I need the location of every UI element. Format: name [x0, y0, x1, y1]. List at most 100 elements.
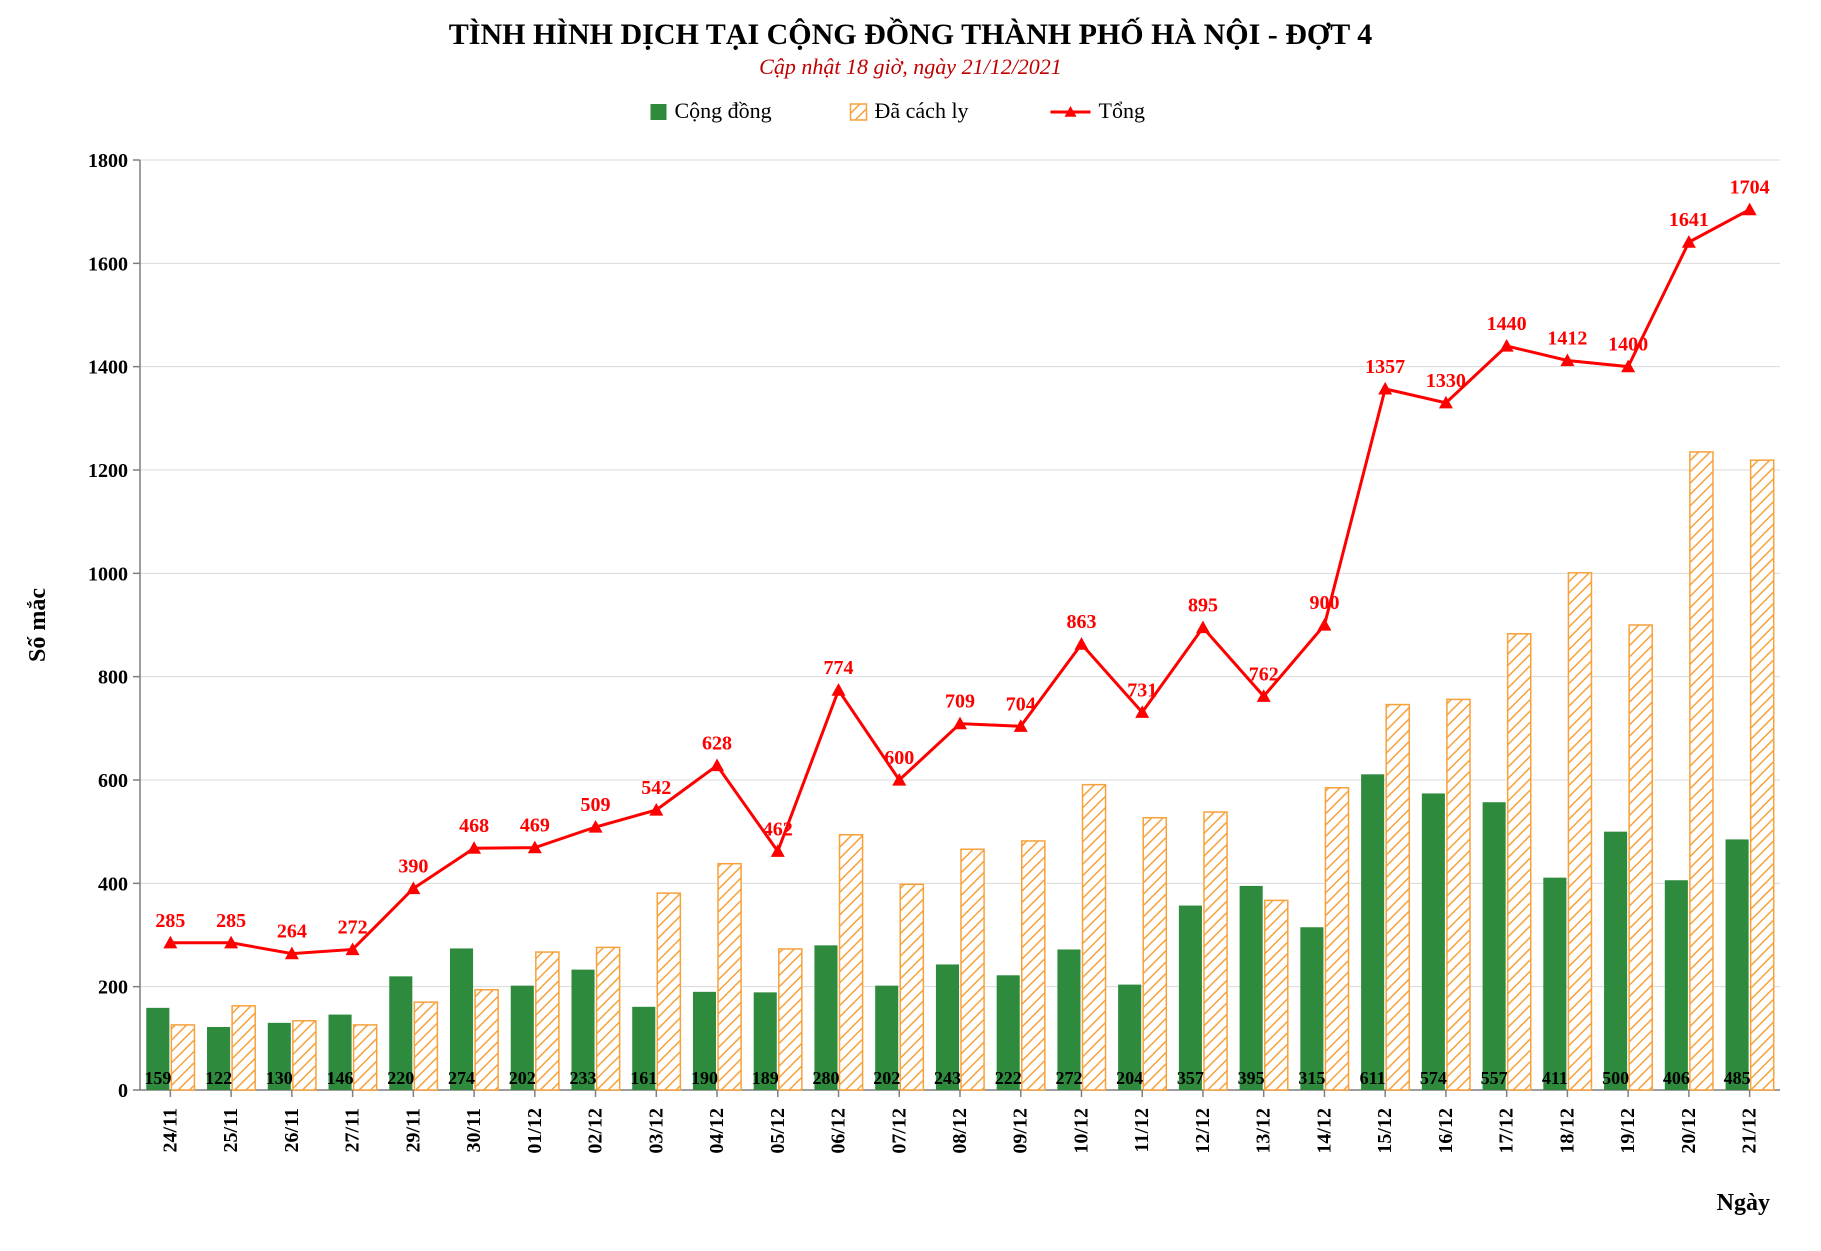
bar-dacachly: [597, 947, 620, 1090]
bar-dacachly: [414, 1002, 437, 1090]
x-tick-label: 10/12: [1070, 1108, 1092, 1154]
datalabel-tong: 1330: [1426, 370, 1466, 392]
bar-dacachly: [840, 835, 863, 1090]
bar-dacachly: [1265, 900, 1288, 1090]
bar-dacachly: [1751, 460, 1774, 1090]
datalabel-congdong: 189: [752, 1068, 779, 1088]
bar-dacachly: [1204, 812, 1227, 1090]
datalabel-congdong: 220: [387, 1068, 414, 1088]
datalabel-congdong: 611: [1360, 1068, 1386, 1088]
bar-dacachly: [354, 1025, 377, 1090]
chart-subtitle: Cập nhật 18 giờ, ngày 21/12/2021: [759, 54, 1062, 79]
bar-dacachly: [1022, 841, 1045, 1090]
x-tick-label: 30/11: [463, 1108, 485, 1152]
datalabel-congdong: 243: [934, 1068, 961, 1088]
datalabel-tong: 1400: [1608, 334, 1648, 356]
legend-label-tong: Tổng: [1099, 98, 1145, 123]
x-tick-label: 11/12: [1131, 1108, 1153, 1152]
datalabel-congdong: 485: [1724, 1068, 1751, 1088]
marker-tong: [1196, 621, 1210, 634]
x-tick-label: 01/12: [524, 1108, 546, 1154]
y-tick-label: 200: [98, 977, 128, 999]
bar-congdong: [1240, 886, 1263, 1090]
marker-tong: [1378, 382, 1392, 395]
bar-congdong: [1422, 793, 1445, 1090]
x-tick-label: 14/12: [1313, 1108, 1335, 1154]
y-tick-label: 600: [98, 770, 128, 792]
datalabel-congdong: 411: [1542, 1068, 1568, 1088]
x-tick-label: 18/12: [1556, 1108, 1578, 1154]
datalabel-congdong: 146: [327, 1068, 354, 1088]
datalabel-congdong: 122: [205, 1068, 232, 1088]
datalabel-congdong: 190: [691, 1068, 718, 1088]
marker-tong: [710, 759, 724, 772]
legend-swatch-dacachly: [851, 104, 867, 120]
y-tick-label: 800: [98, 667, 128, 689]
x-tick-label: 16/12: [1435, 1108, 1457, 1154]
datalabel-tong: 390: [398, 856, 428, 878]
bar-dacachly: [1325, 788, 1348, 1090]
datalabel-congdong: 315: [1298, 1068, 1325, 1088]
y-tick-label: 0: [118, 1080, 128, 1102]
datalabel-congdong: 233: [570, 1068, 597, 1088]
legend-label-dacachly: Đã cách ly: [875, 98, 969, 123]
datalabel-tong: 1440: [1487, 313, 1527, 335]
datalabel-tong: 264: [277, 921, 307, 943]
datalabel-tong: 1704: [1730, 177, 1770, 199]
legend-label-congdong: Cộng đồng: [675, 98, 772, 123]
x-tick-label: 02/12: [585, 1108, 607, 1154]
bar-congdong: [1300, 927, 1323, 1090]
bar-congdong: [1726, 839, 1749, 1090]
datalabel-tong: 1641: [1669, 209, 1709, 231]
marker-tong: [1500, 339, 1514, 352]
datalabel-congdong: 161: [630, 1068, 657, 1088]
x-tick-label: 12/12: [1192, 1108, 1214, 1154]
marker-tong: [1743, 203, 1757, 216]
datalabel-tong: 509: [581, 794, 611, 816]
marker-tong: [1317, 618, 1331, 631]
x-tick-label: 15/12: [1374, 1108, 1396, 1154]
datalabel-congdong: 395: [1238, 1068, 1265, 1088]
x-axis-label: Ngày: [1717, 1190, 1770, 1216]
datalabel-congdong: 557: [1481, 1068, 1508, 1088]
x-tick-label: 19/12: [1617, 1108, 1639, 1154]
y-tick-label: 1400: [88, 357, 128, 379]
datalabel-congdong: 357: [1177, 1068, 1204, 1088]
x-tick-label: 27/11: [342, 1108, 364, 1152]
bar-congdong: [1604, 832, 1627, 1090]
datalabel-tong: 468: [459, 815, 489, 837]
datalabel-tong: 285: [155, 910, 185, 932]
bar-congdong: [1665, 880, 1688, 1090]
datalabel-congdong: 202: [873, 1068, 900, 1088]
datalabel-tong: 285: [216, 910, 246, 932]
datalabel-tong: 542: [641, 777, 671, 799]
datalabel-congdong: 222: [995, 1068, 1022, 1088]
marker-tong: [1682, 235, 1696, 248]
datalabel-tong: 895: [1188, 595, 1218, 617]
datalabel-tong: 731: [1127, 679, 1157, 701]
bar-dacachly: [961, 849, 984, 1090]
bar-dacachly: [536, 952, 559, 1090]
x-tick-label: 21/12: [1739, 1108, 1761, 1154]
datalabel-congdong: 130: [266, 1068, 293, 1088]
datalabel-tong: 272: [338, 916, 368, 938]
legend-swatch-congdong: [651, 104, 667, 120]
datalabel-congdong: 159: [144, 1068, 171, 1088]
datalabel-tong: 1412: [1547, 327, 1587, 349]
bar-dacachly: [779, 949, 802, 1090]
bar-dacachly: [1386, 705, 1409, 1090]
datalabel-tong: 462: [763, 818, 793, 840]
datalabel-congdong: 574: [1420, 1068, 1447, 1088]
bar-dacachly: [232, 1006, 255, 1090]
bar-dacachly: [171, 1025, 194, 1090]
datalabel-tong: 600: [884, 747, 914, 769]
bar-dacachly: [900, 884, 923, 1090]
x-tick-label: 06/12: [828, 1108, 850, 1154]
x-tick-label: 26/11: [281, 1108, 303, 1152]
datalabel-tong: 1357: [1365, 356, 1405, 378]
bar-congdong: [1179, 906, 1202, 1090]
chart-svg: TÌNH HÌNH DỊCH TẠI CỘNG ĐỒNG THÀNH PHỐ H…: [0, 0, 1821, 1251]
bar-dacachly: [1508, 634, 1531, 1090]
bar-dacachly: [1447, 699, 1470, 1090]
marker-tong: [1074, 637, 1088, 650]
